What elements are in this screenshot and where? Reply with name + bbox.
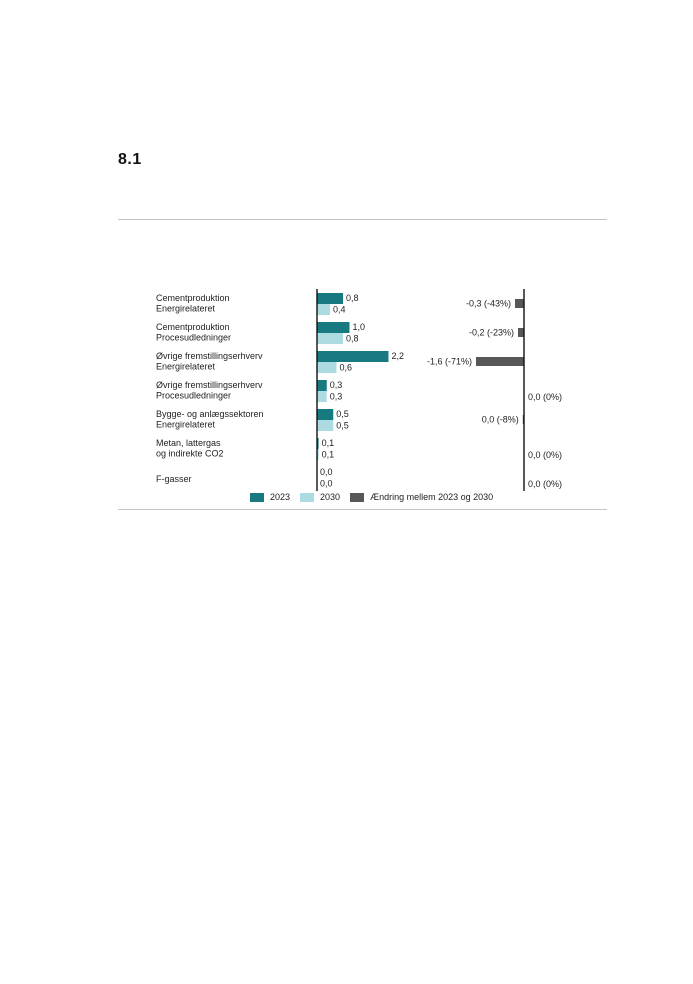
bar-change-1 [518,328,524,337]
category-label-1-line-1: Procesudledninger [156,333,231,343]
legend-item-change: Ændring mellem 2023 og 2030 [350,492,493,502]
top-divider [118,219,607,220]
bar-change-2 [476,357,524,366]
legend-swatch-2023 [250,492,264,502]
category-label-4-line-1: Energirelateret [156,420,216,430]
category-labels: CementproduktionEnergirelateretCementpro… [156,293,264,484]
category-label-2-line-1: Energirelateret [156,362,216,372]
change-bars: -0,3 (-43%) -0,2 (-23%) -1,6 (-71%) 0,0 (0%… [427,299,562,490]
legend: 2023 2030 Ændring mellem 2023 og 2030 [250,492,503,502]
category-label-4-line-0: Bygge- og anlægssektoren [156,409,264,419]
bar-label-change-3: 0,0 (0%) [528,392,562,402]
bar-label-2030-4: 0,5 [336,421,349,431]
legend-label-2030: 2030 [320,492,341,502]
bar-2023-3 [317,380,327,391]
bar-change-0 [515,299,524,308]
bar-label-2023-3: 0,3 [330,380,343,390]
bar-label-2023-5: 0,1 [322,438,335,448]
bar-2030-5 [317,449,319,460]
bar-2030-0 [317,304,330,315]
bar-label-2023-0: 0,8 [346,293,359,303]
category-label-5-line-0: Metan, lattergas [156,438,221,448]
bar-2023-5 [317,438,319,449]
bar-label-2023-6: 0,0 [320,467,333,477]
bar-2023-4 [317,409,334,420]
bar-label-2023-4: 0,5 [336,409,349,419]
level-bars: 0,80,41,00,82,20,60,30,30,50,50,10,10,00… [317,293,404,489]
bar-2023-2 [317,351,389,362]
legend-item-2023: 2023 [250,492,290,502]
bar-2023-0 [317,293,343,304]
category-label-3-line-1: Procesudledninger [156,391,231,401]
bar-2030-3 [317,391,327,402]
bar-label-change-6: 0,0 (0%) [528,479,562,489]
category-label-1-line-0: Cementproduktion [156,322,230,332]
bar-2030-1 [317,333,343,344]
category-label-5-line-1: og indirekte CO2 [156,449,224,459]
bar-label-change-4: 0,0 (-8%) [482,415,519,425]
bar-label-change-0: -0,3 (-43%) [466,299,511,309]
bar-label-change-1: -0,2 (-23%) [469,328,514,338]
bar-label-change-5: 0,0 (0%) [528,450,562,460]
bottom-divider [118,509,607,510]
category-label-2-line-0: Øvrige fremstillingserhverv [156,351,263,361]
category-label-3-line-0: Øvrige fremstillingserhverv [156,380,263,390]
bar-label-2030-3: 0,3 [330,392,343,402]
bar-label-2030-5: 0,1 [322,450,335,460]
category-label-0-line-0: Cementproduktion [156,293,230,303]
bar-label-2030-2: 0,6 [340,363,353,373]
bar-2030-2 [317,362,337,373]
axes [316,289,525,491]
legend-label-change: Ændring mellem 2023 og 2030 [370,492,494,502]
section-number: 8.1 [118,151,142,168]
legend-item-2030: 2030 [300,492,340,502]
category-label-6-line-0: F-gasser [156,474,192,484]
bar-label-2023-2: 2,2 [392,351,405,361]
bar-label-2023-1: 1,0 [353,322,366,332]
legend-swatch-change [350,492,365,502]
bar-label-change-2: -1,6 (-71%) [427,357,472,367]
bar-label-2030-0: 0,4 [333,305,346,315]
legend-swatch-2030 [300,492,315,502]
bar-label-2030-1: 0,8 [346,334,359,344]
legend-label-2023: 2023 [270,492,291,502]
category-label-0-line-1: Energirelateret [156,304,216,314]
bar-label-2030-6: 0,0 [320,479,333,489]
bar-2030-4 [317,420,334,431]
bar-2023-1 [317,322,350,333]
